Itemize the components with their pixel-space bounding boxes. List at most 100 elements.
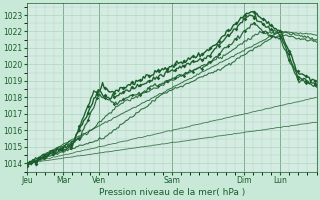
Point xyxy=(216,40,221,43)
Point xyxy=(190,70,196,73)
Point xyxy=(103,94,108,97)
Point xyxy=(225,45,230,48)
Point xyxy=(260,23,265,26)
Point xyxy=(243,17,248,20)
Point xyxy=(155,76,160,80)
Point xyxy=(42,153,47,157)
Point xyxy=(138,93,143,96)
Point xyxy=(225,33,230,36)
Point xyxy=(94,91,99,94)
Point xyxy=(42,155,47,158)
Point xyxy=(313,82,318,85)
Point xyxy=(155,85,160,88)
Point xyxy=(33,161,38,164)
Point xyxy=(147,79,152,82)
Point xyxy=(252,16,257,19)
Point xyxy=(313,79,318,82)
Point xyxy=(269,34,274,37)
Point xyxy=(208,54,213,57)
Point xyxy=(147,86,152,90)
Point xyxy=(208,60,213,63)
Point xyxy=(138,84,143,87)
Point xyxy=(94,97,99,100)
Point xyxy=(24,165,29,168)
Point xyxy=(181,64,187,67)
Point xyxy=(277,34,283,38)
Point xyxy=(120,90,125,94)
Point xyxy=(199,68,204,71)
Point xyxy=(120,86,125,89)
Point xyxy=(24,163,29,166)
Point xyxy=(277,37,283,40)
Point xyxy=(42,156,47,159)
Point xyxy=(129,81,134,84)
Point xyxy=(199,53,204,56)
Point xyxy=(129,85,134,89)
Point xyxy=(85,104,91,107)
Point xyxy=(68,143,73,146)
Point xyxy=(286,53,292,56)
Point xyxy=(147,74,152,77)
Point xyxy=(164,68,169,71)
Point xyxy=(234,28,239,31)
Point xyxy=(103,87,108,90)
Point xyxy=(59,148,64,151)
Point xyxy=(112,95,117,99)
Point xyxy=(103,97,108,100)
Point xyxy=(173,62,178,65)
Point xyxy=(173,76,178,80)
Point xyxy=(286,49,292,52)
Point xyxy=(304,74,309,78)
Point xyxy=(85,119,91,122)
Point xyxy=(112,102,117,106)
Point xyxy=(77,128,82,131)
Point xyxy=(216,44,221,47)
Point xyxy=(190,55,196,58)
Point xyxy=(77,137,82,140)
Point xyxy=(68,143,73,146)
Point xyxy=(295,77,300,81)
Point xyxy=(94,92,99,96)
Point xyxy=(51,150,56,153)
Point xyxy=(33,162,38,165)
Point xyxy=(216,52,221,56)
Point xyxy=(208,46,213,50)
Point xyxy=(260,30,265,34)
Point xyxy=(234,37,239,40)
Point xyxy=(286,58,292,62)
Point xyxy=(51,153,56,156)
Point xyxy=(85,111,91,114)
Point xyxy=(199,58,204,61)
Point xyxy=(234,21,239,24)
Point xyxy=(164,69,169,73)
Point xyxy=(112,91,117,95)
Point xyxy=(24,162,29,165)
Point xyxy=(243,29,248,32)
Point xyxy=(164,79,169,82)
Point xyxy=(155,69,160,72)
Point xyxy=(173,69,178,72)
Point xyxy=(77,125,82,128)
Point xyxy=(260,17,265,21)
Point xyxy=(304,79,309,82)
Point xyxy=(269,28,274,31)
Point xyxy=(313,83,318,86)
Point xyxy=(243,13,248,16)
Point xyxy=(51,151,56,154)
Point xyxy=(138,79,143,82)
Point xyxy=(129,94,134,97)
Point xyxy=(181,74,187,77)
Point xyxy=(295,70,300,73)
Point xyxy=(59,146,64,150)
Point xyxy=(225,29,230,32)
Point xyxy=(33,160,38,163)
Point xyxy=(277,29,283,33)
Point xyxy=(190,59,196,62)
Point xyxy=(59,147,64,150)
X-axis label: Pression niveau de la mer( hPa ): Pression niveau de la mer( hPa ) xyxy=(99,188,245,197)
Point xyxy=(181,59,187,62)
Point xyxy=(252,21,257,24)
Point xyxy=(269,24,274,27)
Point xyxy=(68,146,73,149)
Point xyxy=(295,75,300,78)
